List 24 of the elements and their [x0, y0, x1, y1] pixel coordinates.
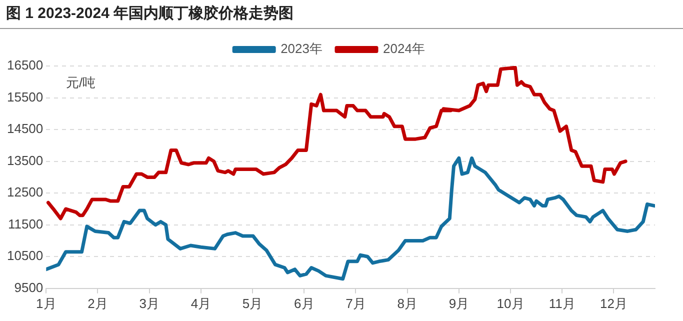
y-tick-label: 13500: [6, 152, 44, 168]
legend-label: 2024年: [383, 41, 425, 56]
y-tick-label: 14500: [6, 121, 44, 136]
x-tick-label: 8月: [397, 296, 418, 311]
x-tick-label: 10月: [496, 296, 524, 311]
x-tick-label: 2月: [88, 296, 108, 311]
y-axis-title: 元/吨: [66, 74, 96, 92]
y-tick-label: 16500: [6, 58, 44, 73]
x-tick-label: 3月: [139, 296, 160, 311]
y-tick-label: 10500: [6, 248, 44, 264]
y-tick-label: 11500: [8, 216, 44, 232]
chart-title: 图 1 2023-2024 年国内顺丁橡胶价格走势图: [0, 0, 683, 29]
x-tick-label: 11月: [548, 296, 576, 311]
x-tick-label: 7月: [346, 296, 366, 311]
legend-label: 2023年: [280, 41, 322, 56]
x-tick-label: 1月: [36, 296, 56, 311]
x-tick-label: 9月: [448, 296, 470, 311]
x-tick-label: 6月: [294, 296, 314, 311]
y-tick-label: 12500: [6, 184, 44, 200]
y-tick-label: 9500: [14, 280, 44, 295]
x-tick-label: 12月: [600, 296, 628, 311]
x-tick-label: 5月: [242, 296, 263, 311]
y-tick-label: 15500: [6, 89, 44, 104]
x-tick-label: 4月: [190, 296, 212, 311]
